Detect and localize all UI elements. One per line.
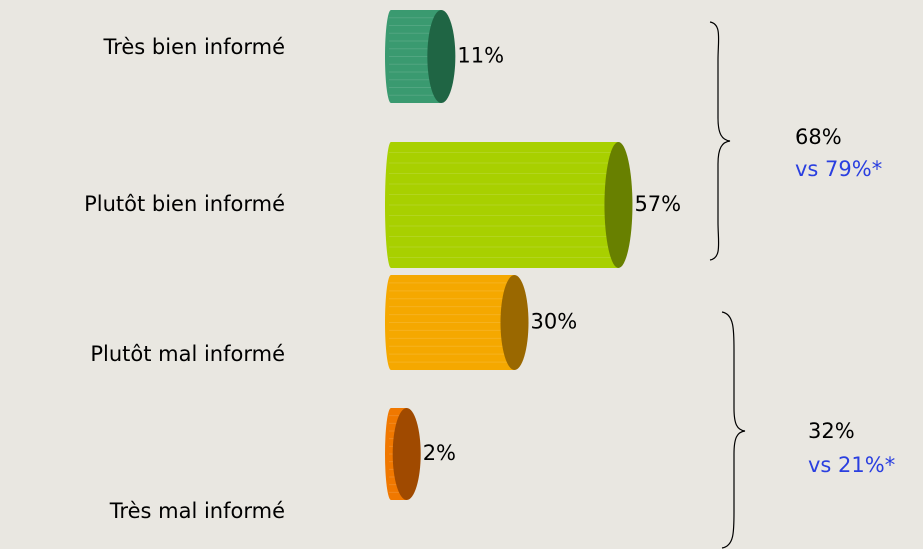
group-total: 68% bbox=[795, 125, 842, 149]
value-label: 2% bbox=[423, 441, 456, 465]
bar bbox=[391, 142, 619, 268]
value-label: 57% bbox=[634, 192, 681, 216]
value-label: 30% bbox=[531, 310, 578, 334]
value-label: 11% bbox=[457, 44, 504, 68]
group-total: 32% bbox=[808, 419, 855, 443]
bar-end-cap bbox=[427, 10, 456, 103]
group-comparison: vs 21%* bbox=[808, 453, 895, 477]
brace bbox=[709, 21, 731, 261]
category-label: Plutôt mal informé bbox=[90, 342, 285, 366]
category-label: Très bien informé bbox=[102, 35, 285, 59]
bar-end-cap bbox=[604, 142, 633, 268]
category-label: Plutôt bien informé bbox=[84, 192, 285, 216]
bar-end-cap bbox=[500, 275, 529, 370]
category-label: Très mal informé bbox=[109, 499, 285, 523]
group-comparison: vs 79%* bbox=[795, 157, 882, 181]
bar-end-cap bbox=[392, 408, 421, 500]
bar bbox=[391, 275, 515, 370]
brace bbox=[721, 311, 746, 549]
